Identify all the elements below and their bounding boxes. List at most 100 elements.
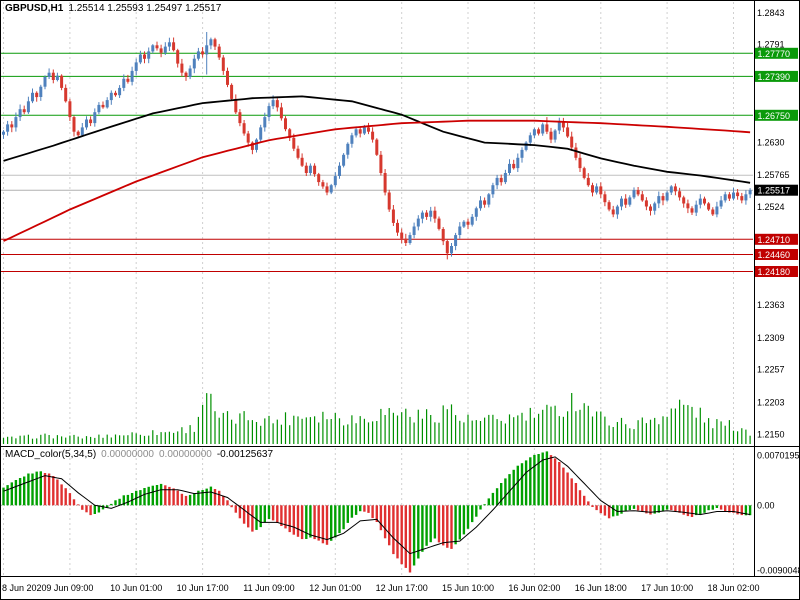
- candle-body: [524, 142, 528, 150]
- candle-body: [188, 68, 192, 77]
- candle-body: [669, 186, 673, 193]
- candle-body: [665, 192, 669, 201]
- candle-body: [163, 46, 167, 53]
- support-price-label: 1.24710: [758, 235, 791, 245]
- candle-body: [284, 118, 287, 130]
- candle-body: [649, 206, 652, 211]
- time-axis-label: 15 Jun 10:00: [442, 583, 494, 593]
- candle-body: [404, 238, 408, 243]
- macd-value-1: 0.00000000: [101, 449, 154, 460]
- candle-body: [727, 194, 731, 199]
- time-axis-label: 12 Jun 17:00: [376, 583, 428, 593]
- price-axis-label: 1.2203: [757, 397, 785, 407]
- support-price-label: 1.24460: [758, 250, 791, 260]
- candle-body: [192, 58, 196, 69]
- candle-body: [10, 124, 14, 128]
- candle-body: [711, 209, 715, 215]
- candle-body: [35, 92, 39, 98]
- candle-body: [172, 42, 176, 51]
- price-axis-label: 1.2309: [757, 333, 785, 343]
- candle-body: [396, 222, 399, 233]
- candle-body: [578, 157, 582, 169]
- candle-body: [391, 209, 395, 223]
- candle-body: [242, 123, 246, 134]
- candle-body: [441, 229, 445, 242]
- candle-body: [159, 48, 163, 53]
- candle-body: [329, 185, 333, 193]
- macd-value-2: 0.00000000: [159, 449, 212, 460]
- candle-body: [26, 101, 30, 113]
- candle-body: [288, 129, 292, 138]
- time-axis[interactable]: 8 Jun 2020 9 Jun 09:00 10 Jun 01:00 10 Jun …: [2, 583, 760, 593]
- resistance-price-label: 1.27390: [758, 72, 791, 82]
- candle-body: [483, 200, 487, 205]
- candle-body: [673, 186, 677, 192]
- candle-body: [545, 124, 549, 132]
- candle-body: [134, 62, 138, 71]
- candle-body: [520, 149, 524, 158]
- candle-body: [698, 198, 702, 205]
- support-price-box: [755, 249, 798, 260]
- candle-body: [279, 107, 283, 119]
- candle-body: [18, 109, 22, 118]
- price-axis-label: 1.2524: [757, 202, 785, 212]
- candle-body: [636, 190, 640, 195]
- price-axis-label: 1.2257: [757, 364, 785, 374]
- candle-body: [122, 78, 126, 88]
- candle-body: [611, 209, 615, 215]
- candle-body: [437, 218, 441, 229]
- candle-body: [126, 78, 130, 82]
- candle-body: [167, 42, 171, 47]
- candle-body: [553, 130, 557, 140]
- candle-body: [408, 235, 412, 243]
- candle-body: [275, 100, 279, 108]
- candle-body: [528, 135, 532, 143]
- candle-body: [607, 202, 611, 210]
- candle-body: [508, 163, 511, 173]
- candle-body: [694, 204, 698, 213]
- candle-body: [445, 241, 449, 254]
- candle-body: [595, 186, 599, 193]
- candle-body: [2, 131, 5, 135]
- candle-body: [412, 226, 416, 235]
- candle-body: [217, 46, 221, 58]
- candle-body: [591, 185, 594, 193]
- candle-body: [582, 168, 586, 178]
- price-axis-label: 1.2630: [757, 138, 785, 148]
- candle-body: [620, 198, 623, 207]
- candle-body: [707, 203, 711, 210]
- price-axis-label: 1.2150: [757, 430, 785, 440]
- candle-body: [105, 100, 109, 108]
- candle-body: [68, 101, 72, 118]
- candle-body: [333, 176, 337, 186]
- moving-average-black: [3, 95, 751, 184]
- candle-body: [450, 246, 453, 254]
- time-axis-label: 11 Jun 09:00: [243, 583, 294, 593]
- candle-body: [308, 165, 312, 173]
- candle-body: [425, 212, 429, 217]
- candle-body: [566, 127, 570, 137]
- candle-body: [503, 173, 507, 183]
- price-axis[interactable]: 1.2843 1.2791 1.2630 1.25765 1.2524 1.2363 1.2…: [755, 8, 800, 576]
- macd-axis-label: 0.00: [757, 500, 775, 510]
- candle-body: [300, 157, 304, 166]
- macd-panel: [1, 451, 753, 573]
- candle-body: [93, 112, 97, 124]
- candle-body: [226, 70, 229, 85]
- macd-axis-label: -0.0090048: [757, 566, 800, 576]
- time-axis-label: 18 Jun 02:00: [707, 583, 759, 593]
- candle-body: [479, 200, 482, 209]
- candle-body: [209, 39, 213, 46]
- candle-body: [640, 194, 644, 201]
- candle-body: [732, 192, 735, 199]
- moving-average-red: [3, 119, 751, 242]
- candle-body: [362, 127, 366, 134]
- candle-body: [296, 148, 300, 158]
- candle-body: [657, 196, 661, 204]
- candle-body: [304, 165, 308, 173]
- candle-body: [458, 226, 462, 235]
- candle-body: [541, 124, 545, 134]
- candle-body: [420, 212, 424, 219]
- macd-indicator-label: MACD_color(5,34,5) 0.00000000 0.00000000 -0…: [5, 449, 273, 460]
